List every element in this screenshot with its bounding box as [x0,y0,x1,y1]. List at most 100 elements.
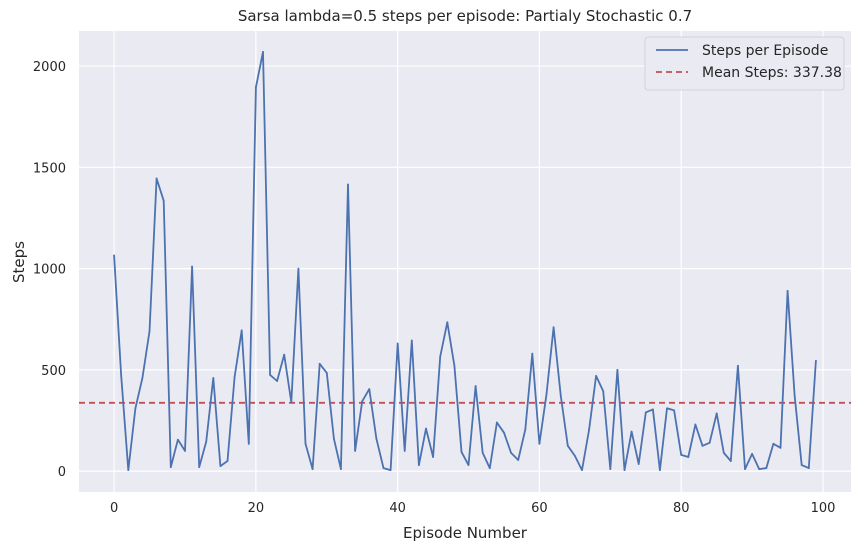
data-point [786,289,789,292]
data-point [524,428,527,431]
data-point [737,364,739,367]
data-point [779,446,782,449]
steps-per-episode-line [113,51,817,472]
y-tick-label: 1500 [33,161,66,176]
legend-mean-label: Mean Steps: 337.38 [702,65,842,81]
x-axis-ticks: 0 20 40 60 80 100 [110,501,835,516]
data-point [517,459,520,461]
data-point [375,437,378,440]
x-tick-label: 100 [811,501,836,516]
grid-lines [79,31,851,492]
data-points [113,50,817,472]
data-point [113,254,115,257]
data-point [581,469,583,472]
data-point [708,441,711,444]
data-point [276,380,279,382]
legend-box [644,36,845,91]
data-point [538,442,541,445]
data-point [148,330,151,333]
data-point [531,352,534,355]
data-point [134,407,137,410]
data-point [751,453,754,455]
data-point [382,467,385,469]
data-point [637,463,640,465]
data-point [552,326,555,329]
data-point [233,376,236,378]
data-point [318,362,321,365]
data-point [666,407,668,410]
x-tick-label: 20 [248,501,265,516]
data-point [176,438,179,441]
data-point [432,456,434,458]
legend-steps-label: Steps per Episode [702,43,828,59]
data-point [687,456,690,458]
x-tick-label: 80 [673,501,690,516]
data-point [127,469,130,472]
data-point [545,393,548,396]
data-point [467,464,470,466]
data-point [368,388,371,391]
data-point [659,469,661,472]
data-point [722,452,725,454]
x-tick-label: 60 [531,501,548,516]
data-point [396,342,399,345]
data-point [269,374,271,376]
data-point [616,368,619,371]
data-point [566,444,569,447]
data-point [559,394,562,397]
data-point [474,385,477,387]
data-point [772,442,775,445]
data-point [297,267,300,270]
data-point [623,469,626,472]
data-point [262,50,264,53]
data-point [446,321,449,324]
data-point [141,377,144,379]
data-point [630,430,633,433]
data-point [354,449,357,452]
data-point [439,355,442,358]
data-point [694,423,697,426]
chart-title: Sarsa lambda=0.5 steps per episode: Part… [238,7,692,25]
data-point [219,465,222,467]
data-point [496,421,498,424]
data-point [311,468,314,471]
x-axis-title: Episode Number [403,524,528,542]
data-point [602,390,605,393]
data-point [815,359,817,362]
y-tick-label: 2000 [33,60,66,75]
data-point [758,468,761,471]
data-point [162,199,165,202]
data-point [701,444,704,447]
data-point [418,464,420,466]
data-point [212,377,215,379]
data-point [453,364,456,367]
x-tick-label: 0 [110,501,118,516]
legend: Steps per Episode Mean Steps: 337.38 [644,36,845,91]
data-point [651,408,654,411]
data-point [595,375,598,377]
data-point [510,452,512,454]
data-point [184,449,186,452]
data-point [283,353,286,356]
data-point [729,460,732,462]
data-point [425,427,427,430]
data-point [247,442,250,445]
y-tick-label: 500 [41,364,66,379]
data-point [609,468,612,471]
data-point [340,468,342,471]
data-point [332,437,335,440]
data-point [673,409,676,412]
data-point [389,469,392,472]
data-point [254,86,257,89]
data-point [644,411,647,414]
data-point [361,400,364,403]
data-point [198,466,201,468]
data-point [573,455,576,457]
x-tick-label: 40 [389,501,406,516]
data-point [304,442,307,445]
data-point [588,428,590,431]
data-point [169,466,172,468]
data-point [325,372,328,374]
data-point [410,339,413,342]
